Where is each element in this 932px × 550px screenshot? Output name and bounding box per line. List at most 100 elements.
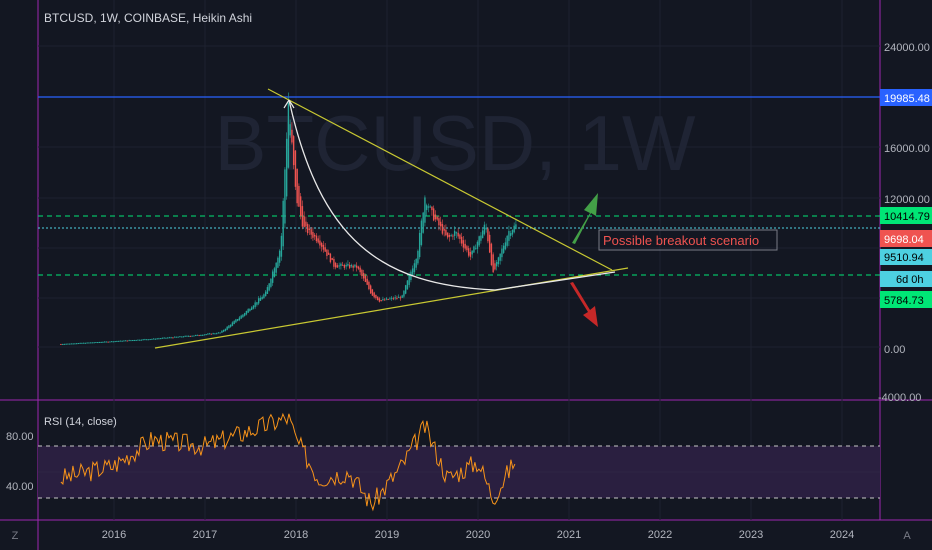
curve-drawing[interactable] — [288, 99, 616, 291]
candle-body — [263, 294, 265, 299]
candle-body — [504, 242, 507, 250]
candle-body — [476, 241, 479, 249]
candle-body — [229, 324, 232, 327]
candle-body — [439, 221, 442, 227]
candle-body — [415, 259, 417, 268]
candle-body — [424, 197, 426, 223]
candle-body — [133, 340, 136, 342]
candle-body — [399, 297, 402, 299]
candle-body — [301, 206, 304, 227]
candle-body — [278, 250, 281, 263]
zoom-button[interactable]: Z — [6, 526, 24, 544]
candle-body — [215, 333, 218, 335]
candle-body — [443, 228, 445, 231]
candle-body — [151, 338, 153, 340]
candle-body — [287, 103, 290, 168]
zoom-button-label: Z — [12, 530, 19, 542]
candle-body — [284, 169, 286, 224]
candle-body — [334, 262, 337, 268]
candle-body — [392, 298, 395, 300]
candle-body — [366, 278, 368, 285]
candle-body — [243, 313, 246, 316]
candle-body — [499, 253, 501, 261]
candle-body — [312, 231, 314, 238]
rsi-line — [60, 412, 516, 512]
candle-body — [172, 337, 174, 339]
candle-body — [84, 342, 87, 344]
candle-body — [362, 272, 365, 279]
candle-body — [294, 150, 297, 187]
price-axis[interactable]: 24000.00 16000.00 12000.00 0.00 -4000.00 — [878, 42, 930, 404]
candle-body — [292, 136, 295, 166]
candle-body — [196, 334, 199, 336]
rsi-tick: 80.00 — [6, 431, 34, 443]
candle-body — [103, 341, 106, 343]
candle-body — [203, 334, 206, 336]
candle-body — [364, 275, 367, 282]
candle-body — [336, 265, 339, 268]
candle-body — [305, 221, 307, 227]
candle-body — [467, 248, 470, 256]
candle-body — [324, 247, 326, 252]
main-pane[interactable] — [38, 0, 880, 400]
candle-body — [154, 338, 157, 340]
candle-body — [396, 297, 398, 299]
candle-body — [361, 269, 363, 277]
candle-body — [320, 242, 323, 247]
candle-body — [306, 224, 309, 234]
candle-body — [256, 302, 258, 305]
candle-body — [219, 332, 221, 334]
candle-body — [266, 287, 269, 294]
candle-body — [431, 206, 433, 211]
candle-body — [184, 335, 186, 337]
time-axis[interactable]: 2016 2017 2018 2019 2020 2021 2022 2023 … — [102, 529, 854, 541]
candle-body — [401, 295, 403, 298]
candle-body — [252, 305, 255, 309]
candle-body — [343, 264, 346, 268]
candle-body — [485, 227, 487, 230]
candle-body — [452, 235, 454, 237]
annotation-box[interactable] — [598, 229, 778, 251]
candle-body — [149, 339, 151, 341]
candle-body — [233, 320, 235, 325]
candle-body — [359, 267, 361, 273]
candle-body — [205, 334, 207, 336]
candles — [60, 92, 517, 345]
candle-body — [177, 336, 179, 338]
green-up-arrow-icon[interactable] — [572, 193, 598, 244]
candle-body — [310, 229, 312, 235]
time-label: 2024 — [830, 529, 854, 541]
candle-body — [299, 196, 302, 216]
candle-body — [67, 343, 69, 345]
candle-body — [180, 336, 183, 338]
rsi-title[interactable]: RSI (14, close) — [44, 416, 117, 428]
candle-body — [119, 340, 122, 342]
candle-body — [508, 231, 510, 241]
candle-body — [509, 233, 512, 236]
candle-body — [238, 317, 241, 320]
candle-body — [89, 342, 92, 344]
candle-body — [200, 334, 202, 336]
price-label: 6d 0h — [880, 271, 932, 287]
candle-body — [315, 235, 318, 242]
candle-body — [376, 296, 379, 301]
candle-body — [322, 244, 325, 250]
candle-body — [420, 220, 423, 245]
red-down-arrow-icon[interactable] — [570, 282, 598, 327]
price-label: 9698.04 — [880, 230, 932, 247]
candle-body — [387, 298, 389, 300]
chart-title[interactable]: BTCUSD, 1W, COINBASE, Heikin Ashi — [44, 11, 252, 25]
auto-scale-button[interactable]: A — [898, 526, 916, 544]
candle-body — [327, 252, 330, 255]
rsi-tick: 40.00 — [6, 481, 34, 493]
candle-body — [201, 334, 204, 336]
candle-body — [207, 333, 209, 335]
candle-body — [268, 283, 270, 291]
candle-body — [249, 309, 251, 311]
candle-body — [369, 285, 372, 294]
candle-body — [408, 275, 410, 285]
candle-body — [285, 138, 288, 197]
candle-body — [63, 343, 66, 345]
trendline-upper[interactable] — [267, 88, 613, 271]
